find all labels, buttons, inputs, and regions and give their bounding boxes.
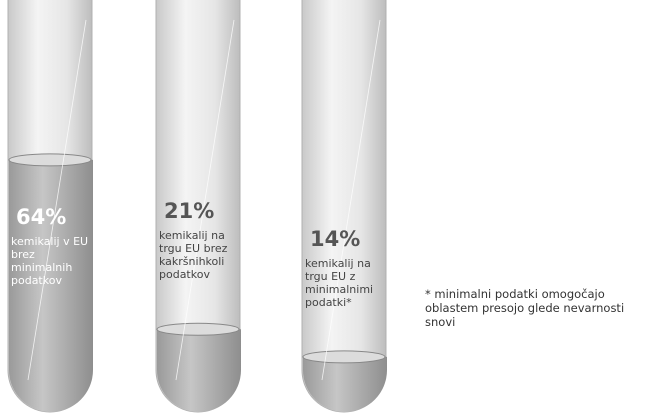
value-label: 21% [164, 199, 215, 224]
liquid [9, 159, 93, 412]
glint [175, 19, 235, 381]
liquid [303, 356, 387, 412]
liquid [157, 329, 241, 412]
liquid-surface [302, 350, 386, 364]
value-label: 14% [310, 226, 361, 251]
category-label: kemikalij na trgu EU z minimalnimi podat… [305, 256, 374, 309]
glint [321, 19, 381, 381]
liquid-surface [156, 322, 240, 336]
liquid-surface [8, 153, 92, 167]
category-label: kemikalij na trgu EU brez kakršnihkoli p… [159, 229, 228, 282]
value-label: 64% [16, 204, 67, 229]
glint [27, 19, 87, 381]
category-label: kemikalij v EU brez minimalnih podatkov [11, 234, 89, 287]
footnote: * minimalni podatki omogočajo oblastem p… [425, 287, 625, 329]
